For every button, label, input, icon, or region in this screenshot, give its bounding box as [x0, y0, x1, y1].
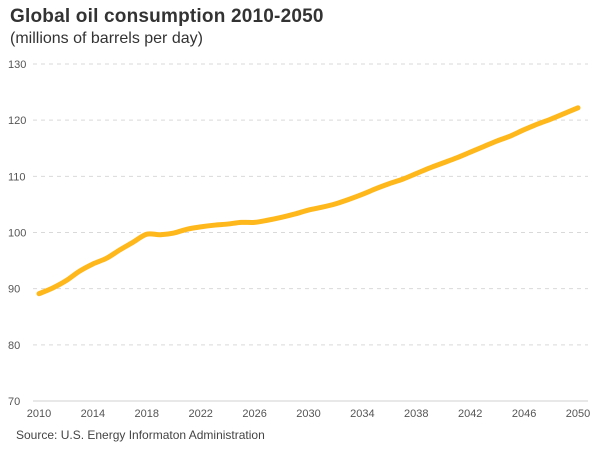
x-tick-label: 2022 — [188, 408, 212, 420]
y-tick-label: 90 — [8, 284, 20, 296]
x-tick-label: 2014 — [81, 408, 105, 420]
chart-title: Global oil consumption 2010-2050 — [10, 6, 324, 27]
y-tick-label: 120 — [8, 115, 26, 127]
x-tick-label: 2010 — [27, 408, 51, 420]
y-tick-label: 80 — [8, 340, 20, 352]
chart-subtitle: (millions of barrels per day) — [10, 30, 203, 47]
x-tick-label: 2034 — [350, 408, 374, 420]
gridlines — [33, 63, 588, 402]
x-tick-label: 2046 — [512, 408, 536, 420]
x-tick-label: 2026 — [242, 408, 266, 420]
x-tick-label: 2050 — [566, 408, 590, 420]
x-tick-label: 2030 — [296, 408, 320, 420]
y-tick-label: 70 — [8, 396, 20, 408]
y-axis-ticks: 130 120 110 100 90 80 70 — [8, 59, 26, 408]
y-tick-label: 100 — [8, 228, 26, 240]
series-line-0 — [36, 105, 581, 297]
x-axis-ticks: 2010 2014 2018 2022 2026 2030 2034 2038 2042 2046… — [27, 408, 590, 420]
x-tick-label: 2018 — [135, 408, 159, 420]
x-tick-label: 2042 — [458, 408, 482, 420]
y-tick-label: 130 — [8, 59, 26, 71]
series-lines — [36, 105, 581, 297]
source-note: Source: U.S. Energy Informaton Administr… — [16, 428, 265, 442]
x-tick-label: 2038 — [404, 408, 428, 420]
y-tick-label: 110 — [8, 171, 26, 183]
